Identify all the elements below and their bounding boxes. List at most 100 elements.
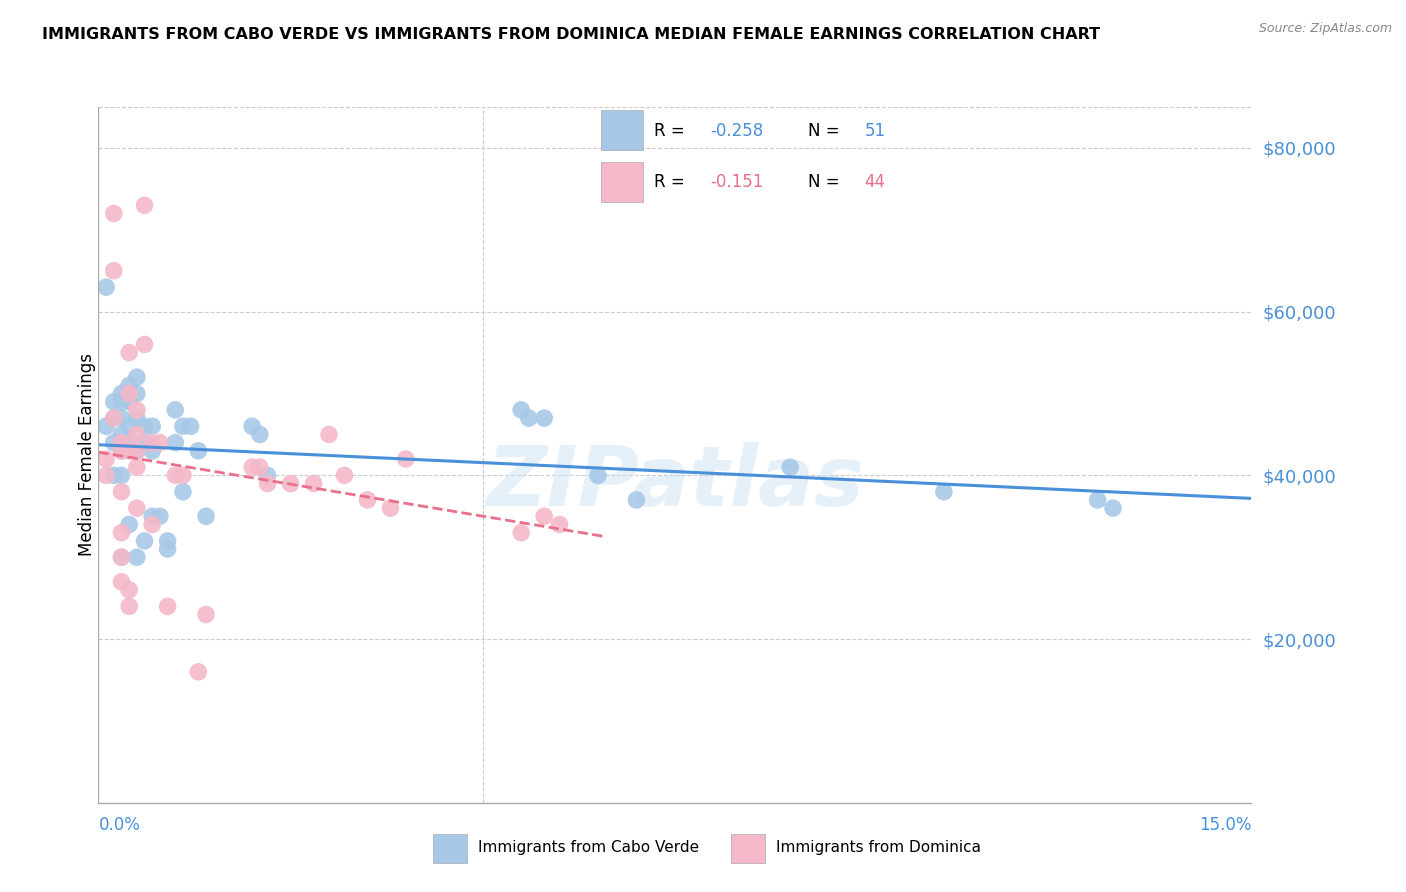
Point xyxy=(249,460,271,475)
Point xyxy=(118,599,141,614)
Point xyxy=(110,443,132,458)
Point xyxy=(118,345,141,359)
Text: 44: 44 xyxy=(865,173,886,191)
Point xyxy=(141,509,163,524)
Point xyxy=(586,468,609,483)
Point xyxy=(626,492,648,507)
Point xyxy=(187,443,209,458)
Point xyxy=(333,468,356,483)
Text: -0.258: -0.258 xyxy=(710,121,763,139)
Y-axis label: Median Female Earnings: Median Female Earnings xyxy=(79,353,96,557)
Point xyxy=(149,435,172,450)
Text: -0.151: -0.151 xyxy=(710,173,763,191)
Point xyxy=(533,411,555,425)
Text: 15.0%: 15.0% xyxy=(1199,816,1251,834)
Point xyxy=(110,550,132,565)
Point xyxy=(302,476,325,491)
Point xyxy=(1087,492,1109,507)
Point xyxy=(125,443,148,458)
Point xyxy=(548,517,571,532)
Point xyxy=(103,435,125,450)
Point xyxy=(141,517,163,532)
Point xyxy=(517,411,540,425)
Point xyxy=(118,517,141,532)
Point xyxy=(395,452,418,467)
Point xyxy=(110,386,132,401)
Point xyxy=(134,533,156,548)
Point xyxy=(125,550,148,565)
Point xyxy=(240,419,263,434)
Text: R =: R = xyxy=(654,173,690,191)
Point xyxy=(510,403,533,417)
Point xyxy=(94,468,117,483)
Point xyxy=(195,509,218,524)
Text: N =: N = xyxy=(808,121,845,139)
Point xyxy=(118,386,141,401)
Text: ZIPatlas: ZIPatlas xyxy=(486,442,863,524)
Point xyxy=(256,476,278,491)
Point xyxy=(195,607,218,622)
Point xyxy=(156,542,179,557)
Point xyxy=(103,264,125,278)
Point xyxy=(134,435,156,450)
Point xyxy=(110,525,132,540)
Point xyxy=(280,476,302,491)
Point xyxy=(110,427,132,442)
Point xyxy=(149,509,172,524)
Point xyxy=(165,403,187,417)
Point xyxy=(240,460,263,475)
Point xyxy=(380,501,402,516)
Point xyxy=(118,419,141,434)
Point xyxy=(125,386,148,401)
Point xyxy=(125,403,148,417)
Point xyxy=(125,501,148,516)
Point xyxy=(172,484,194,499)
Point xyxy=(187,665,209,679)
Point xyxy=(318,427,340,442)
Point xyxy=(110,550,132,565)
Text: Immigrants from Cabo Verde: Immigrants from Cabo Verde xyxy=(478,840,699,855)
Point xyxy=(165,468,187,483)
Text: 0.0%: 0.0% xyxy=(98,816,141,834)
Point xyxy=(103,468,125,483)
Point xyxy=(134,337,156,351)
Point xyxy=(110,484,132,499)
Point xyxy=(134,419,156,434)
Point xyxy=(141,435,163,450)
Point xyxy=(180,419,202,434)
Point xyxy=(533,509,555,524)
Point xyxy=(118,582,141,597)
Point xyxy=(125,460,148,475)
Point xyxy=(125,370,148,384)
Point xyxy=(165,435,187,450)
Point xyxy=(118,435,141,450)
Text: IMMIGRANTS FROM CABO VERDE VS IMMIGRANTS FROM DOMINICA MEDIAN FEMALE EARNINGS CO: IMMIGRANTS FROM CABO VERDE VS IMMIGRANTS… xyxy=(42,27,1101,42)
Point xyxy=(134,198,156,212)
Point xyxy=(94,452,117,467)
Text: Immigrants from Dominica: Immigrants from Dominica xyxy=(776,840,981,855)
Point xyxy=(1102,501,1125,516)
Point xyxy=(779,460,801,475)
Point xyxy=(110,443,132,458)
Point xyxy=(932,484,955,499)
Text: 51: 51 xyxy=(865,121,886,139)
Point xyxy=(249,427,271,442)
FancyBboxPatch shape xyxy=(433,834,467,863)
Point xyxy=(110,411,132,425)
Point xyxy=(103,411,125,425)
Point xyxy=(510,525,533,540)
Point xyxy=(125,411,148,425)
Point xyxy=(125,443,148,458)
FancyBboxPatch shape xyxy=(602,162,644,202)
Point xyxy=(118,378,141,392)
Point xyxy=(156,599,179,614)
Text: N =: N = xyxy=(808,173,845,191)
FancyBboxPatch shape xyxy=(731,834,765,863)
Point xyxy=(141,443,163,458)
Point xyxy=(103,411,125,425)
Point xyxy=(110,394,132,409)
FancyBboxPatch shape xyxy=(602,110,644,150)
Point xyxy=(125,427,148,442)
Text: R =: R = xyxy=(654,121,690,139)
Point xyxy=(110,574,132,589)
